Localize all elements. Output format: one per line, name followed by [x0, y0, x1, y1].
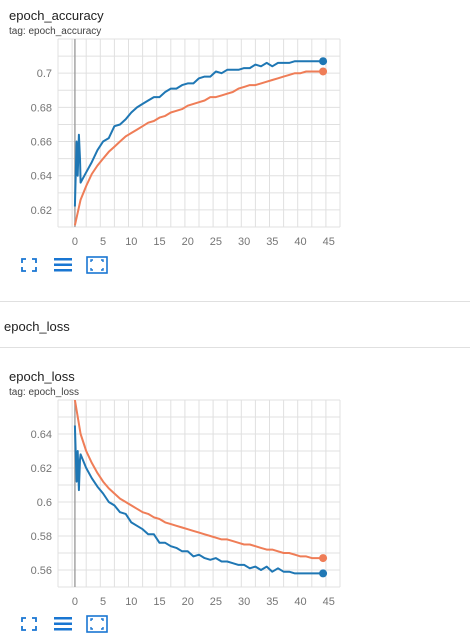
chart-title: epoch_accuracy [9, 8, 104, 23]
x-tick-label: 15 [153, 236, 165, 248]
x-tick-label: 45 [323, 236, 335, 248]
x-tick-label: 25 [210, 236, 222, 248]
section-divider [0, 301, 470, 302]
x-tick-label: 5 [100, 236, 106, 248]
x-tick-label: 15 [153, 596, 165, 608]
x-tick-label: 0 [72, 596, 78, 608]
legend-list-icon[interactable] [52, 256, 74, 274]
x-tick-label: 45 [323, 596, 335, 608]
chart-tag: tag: epoch_accuracy [9, 26, 102, 37]
series-end-point-1 [319, 57, 328, 66]
chart-tag: tag: epoch_loss [9, 387, 80, 398]
y-tick-label: 0.66 [31, 137, 52, 149]
section-divider [0, 347, 470, 348]
y-tick-label: 0.64 [31, 171, 52, 183]
y-tick-label: 0.62 [31, 205, 52, 217]
y-tick-label: 0.56 [31, 565, 52, 577]
x-tick-label: 20 [182, 596, 194, 608]
series-line-1 [73, 60, 324, 207]
chart-toolbar [18, 256, 108, 274]
fullscreen-icon[interactable] [18, 256, 40, 274]
x-tick-label: 30 [238, 236, 250, 248]
legend-list-icon[interactable] [52, 615, 74, 633]
series-end-point-0 [319, 67, 328, 76]
x-tick-label: 35 [266, 236, 278, 248]
chart-toolbar [18, 615, 108, 633]
x-tick-label: 40 [294, 596, 306, 608]
x-tick-label: 25 [210, 596, 222, 608]
y-tick-label: 0.64 [31, 429, 52, 441]
group-header[interactable]: epoch_loss [4, 319, 70, 334]
x-tick-label: 40 [294, 236, 306, 248]
series-line-1 [73, 425, 324, 575]
x-tick-label: 0 [72, 236, 78, 248]
x-tick-label: 10 [125, 596, 137, 608]
series-line-0 [73, 70, 324, 226]
fit-domain-icon[interactable] [86, 615, 108, 633]
x-tick-label: 5 [100, 596, 106, 608]
series-line-0 [73, 400, 324, 560]
y-tick-label: 0.68 [31, 102, 52, 114]
line-chart-epoch-loss[interactable]: 0.56 0.58 0.6 0.62 0.64 0 5 10 15 20 25 30 35 40 45 [0, 398, 470, 616]
series-end-point-0 [319, 554, 328, 563]
chart-card-epoch-loss: epoch_loss tag: epoch_loss 0.56 0.58 0.6 0.… [0, 360, 470, 643]
chart-title: epoch_loss [9, 369, 75, 384]
x-tick-label: 10 [125, 236, 137, 248]
y-tick-label: 0.62 [31, 463, 52, 475]
y-tick-label: 0.7 [37, 68, 52, 80]
fullscreen-icon[interactable] [18, 615, 40, 633]
chart-card-epoch-accuracy: epoch_accuracy tag: epoch_accuracy 0.62 0… [0, 0, 470, 290]
y-tick-label: 0.6 [37, 497, 52, 509]
x-tick-label: 30 [238, 596, 250, 608]
line-chart-epoch-accuracy[interactable]: 0.62 0.64 0.66 0.68 0.7 0 5 10 15 20 25 30 35 40 45 [0, 37, 470, 257]
x-tick-label: 20 [182, 236, 194, 248]
x-tick-label: 35 [266, 596, 278, 608]
fit-domain-icon[interactable] [86, 256, 108, 274]
y-tick-label: 0.58 [31, 531, 52, 543]
series-end-point-1 [319, 569, 328, 578]
